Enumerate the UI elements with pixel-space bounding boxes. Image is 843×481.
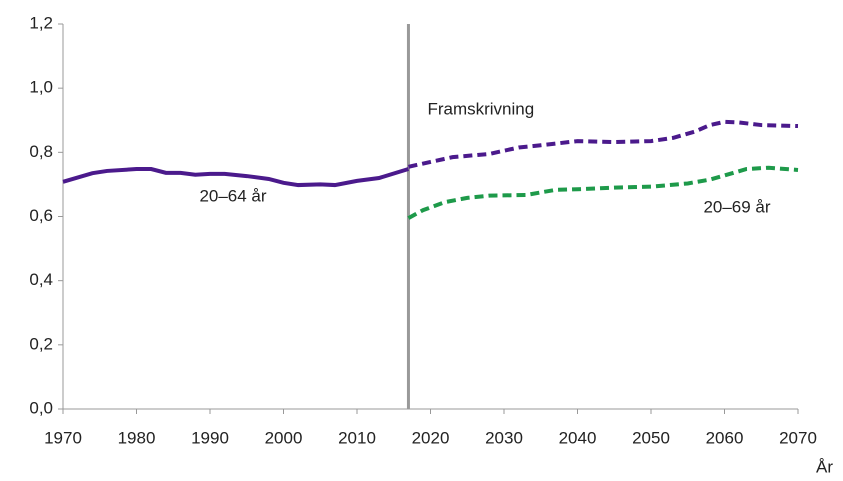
x-tick-label: 2040: [559, 428, 597, 447]
y-tick-label: 0,4: [29, 270, 53, 289]
x-tick-label: 1970: [44, 428, 82, 447]
x-tick-label: 2020: [412, 428, 450, 447]
x-tick-label: 2050: [632, 428, 670, 447]
x-tick-label: 2070: [779, 428, 817, 447]
projection-label: Framskrivning: [427, 99, 534, 118]
x-tick-label: 2060: [706, 428, 744, 447]
x-tick-label: 1980: [118, 428, 156, 447]
y-tick-label: 0,2: [29, 334, 53, 353]
series-line: [408, 119, 799, 169]
y-tick-label: 0,8: [29, 142, 53, 161]
series-label: 20–64 år: [199, 186, 266, 205]
x-tick-label: 2030: [485, 428, 523, 447]
x-axis-label: År: [816, 457, 833, 476]
x-tick-label: 1990: [191, 428, 229, 447]
y-tick-label: 0,6: [29, 206, 53, 225]
y-tick-label: 1,0: [29, 78, 53, 97]
y-tick-label: 1,2: [29, 13, 53, 32]
x-tick-label: 2000: [265, 428, 303, 447]
y-tick-label: 0,0: [29, 398, 53, 417]
x-tick-label: 2010: [338, 428, 376, 447]
series-label: 20–69 år: [703, 197, 770, 216]
series-line: [62, 167, 410, 188]
